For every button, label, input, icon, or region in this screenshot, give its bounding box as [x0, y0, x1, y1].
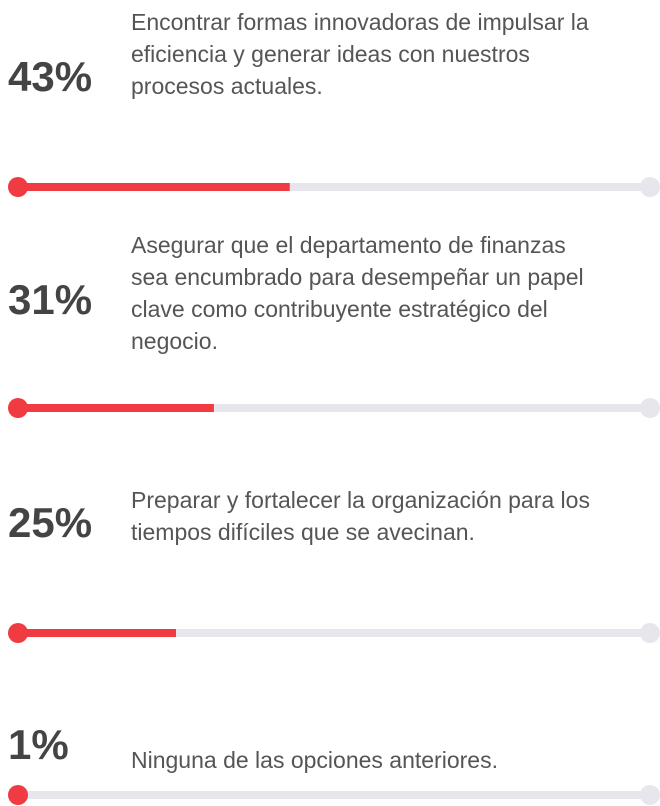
bar [18, 183, 290, 191]
bar-start [8, 785, 28, 805]
bar-start [8, 623, 28, 643]
track-end [640, 785, 660, 805]
description: Ninguna de las opciones anteriores. [131, 747, 498, 773]
percent-label: 31% [8, 276, 93, 323]
track [18, 629, 650, 637]
bar [18, 404, 214, 412]
bar-start [8, 398, 28, 418]
track-end [640, 623, 660, 643]
percent-label: 43% [8, 53, 93, 100]
bar-start [8, 177, 28, 197]
track [18, 183, 650, 191]
bar [18, 629, 176, 637]
percent-label: 25% [8, 499, 93, 546]
description: Asegurar que el departamento de finanzas… [131, 232, 584, 354]
description: Preparar y fortalecer la organización pa… [131, 487, 590, 545]
description: Encontrar formas innovadoras de impulsar… [131, 9, 589, 99]
percent-label: 1% [8, 721, 69, 768]
track-end [640, 398, 660, 418]
track [18, 791, 650, 799]
track-end [640, 177, 660, 197]
track [18, 404, 650, 412]
